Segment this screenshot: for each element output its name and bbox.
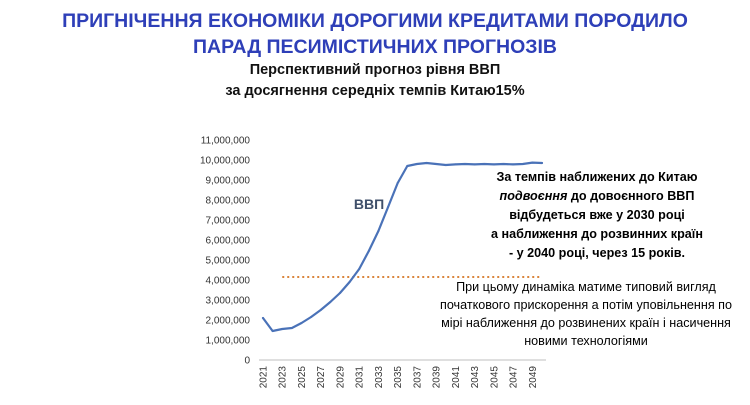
data-point [473, 163, 476, 166]
data-point [541, 162, 543, 164]
x-tick-label: 2037 [412, 366, 423, 389]
data-point [329, 301, 332, 303]
y-tick-label: 5,000,000 [206, 256, 251, 267]
data-point [290, 327, 293, 329]
series-layer [261, 161, 544, 333]
x-tick-label: 2029 [335, 366, 346, 389]
x-tick-label: 2033 [374, 366, 385, 389]
x-tick-label: 2021 [259, 366, 270, 389]
y-tick-label: 10,000,000 [200, 156, 250, 167]
data-point [310, 316, 313, 318]
data-point [531, 161, 534, 164]
note1-line-2-rest: до довоєнного ВВП [567, 189, 695, 203]
headline-line-1: ПРИГНІЧЕННЯ ЕКОНОМІКИ ДОРОГИМИ КРЕДИТАМИ… [62, 10, 688, 32]
data-point [348, 281, 351, 283]
chart-subtitle: Перспективний прогноз рівня ВВП за досяг… [0, 60, 750, 102]
y-axis: 0 1,000,000 2,000,000 3,000,000 4,000,000 5,0… [200, 136, 251, 367]
data-point [464, 163, 467, 165]
y-tick-label: 11,000,000 [201, 136, 251, 147]
x-tick-label: 2045 [489, 366, 500, 389]
series-label-gdp: ВВП [354, 196, 384, 212]
subtitle-line-1: Перспективний прогноз рівня ВВП [249, 62, 501, 78]
x-tick-label: 2041 [451, 366, 462, 389]
note1-line-3: відбудеться вже у 2030 році [509, 208, 685, 222]
data-point [358, 268, 361, 270]
data-point [338, 292, 341, 294]
x-tick-label: 2035 [393, 366, 404, 389]
y-tick-label: 7,000,000 [206, 216, 251, 227]
series-line-gdp [261, 161, 544, 333]
x-tick-label: 2039 [432, 366, 443, 389]
y-tick-label: 4,000,000 [206, 276, 251, 287]
x-tick-label: 2031 [355, 366, 366, 389]
y-tick-label: 2,000,000 [206, 316, 251, 327]
data-point [444, 164, 447, 166]
x-tick-label: 2043 [470, 366, 481, 389]
data-point [300, 322, 303, 324]
y-tick-label: 9,000,000 [206, 176, 251, 187]
dynamics-note: При цьому динаміка матиме типовий вигляд… [440, 280, 732, 348]
headline: ПРИГНІЧЕННЯ ЕКОНОМІКИ ДОРОГИМИ КРЕДИТАМИ… [0, 8, 750, 60]
data-point [281, 328, 284, 330]
data-point [492, 163, 495, 166]
data-point [319, 309, 322, 311]
note1-line-4: а наближення до розвинних країн [491, 227, 703, 241]
data-point [377, 230, 380, 232]
x-tick-label: 2027 [316, 366, 327, 389]
forecast-note: За темпів наближених до Китаю подвоєння … [468, 168, 726, 263]
x-tick-label: 2049 [528, 366, 539, 389]
data-point [415, 163, 418, 165]
note1-emphasis: подвоєння [499, 189, 568, 203]
data-point [483, 163, 486, 165]
x-tick-label: 2047 [509, 366, 520, 389]
note1-line-5: - у 2040 році, через 15 років. [508, 246, 686, 260]
y-tick-label: 3,000,000 [206, 296, 251, 307]
note1-line-2: подвоєння до довоєнного ВВП [468, 187, 726, 206]
headline-line-2: ПАРАД ПЕСИМІСТИЧНИХ ПРОГНОЗІВ [193, 36, 557, 58]
data-point [521, 163, 524, 165]
y-tick-label: 1,000,000 [206, 336, 251, 347]
x-tick-label: 2025 [297, 366, 308, 389]
data-point [271, 330, 274, 332]
data-point [454, 163, 457, 166]
subtitle-line-2: за досягнення середніх темпів Китаю15% [225, 83, 525, 99]
y-tick-label: 6,000,000 [206, 236, 251, 247]
data-point [435, 163, 438, 165]
data-point [387, 206, 390, 208]
data-point [262, 317, 264, 319]
data-point [396, 182, 399, 184]
note1-line-1: За темпів наближених до Китаю [496, 170, 698, 184]
y-tick-label: 0 [244, 356, 250, 367]
data-point [502, 163, 505, 165]
x-axis: 2021 2023 2025 2027 2029 2031 2033 2035 2037 2039… [259, 359, 546, 389]
data-point [512, 163, 515, 166]
data-point [367, 250, 370, 252]
data-point [425, 162, 428, 164]
x-tick-label: 2023 [278, 366, 289, 389]
y-tick-label: 8,000,000 [206, 196, 251, 207]
data-point [406, 165, 409, 167]
